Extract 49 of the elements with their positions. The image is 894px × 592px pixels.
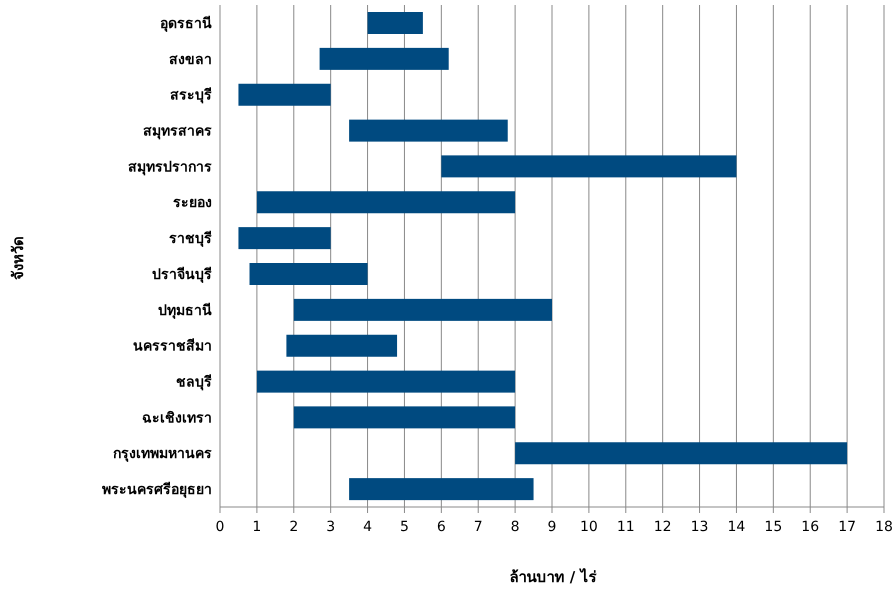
x-tick-label: 11 [616,518,635,535]
y-tick-label: กรุงเทพมหานคร [113,446,212,462]
x-tick-label: 8 [510,518,520,535]
x-tick-label: 2 [289,518,298,535]
x-tick-label: 12 [654,518,672,535]
x-tick-label: 14 [728,518,746,535]
y-tick-label: ระยอง [173,195,212,212]
y-tick-label: สมุทรปราการ [128,159,212,176]
x-tick-label: 17 [838,518,856,535]
x-tick-label: 13 [690,518,708,535]
bar [256,191,516,214]
bar [238,227,331,250]
bar [294,406,516,428]
y-tick-label: นครราชสีมา [133,338,212,355]
bar [349,120,508,142]
bar [349,478,534,500]
y-tick-label: ราชบุรี [169,231,212,248]
y-tick-label: สมุทรสาคร [143,123,212,140]
bar [515,442,848,464]
y-tick-label: อุดรธานี [160,16,212,32]
y-tick-label: สระบุรี [170,88,212,104]
bar [238,84,331,106]
y-tick-label: พระนครศรีอยุธยา [102,482,212,498]
x-tick-label: 18 [875,518,893,535]
y-tick-label: สงขลา [169,52,212,68]
bar [294,298,552,321]
x-tick-label: 4 [363,518,372,535]
x-tick-label: 1 [252,518,262,535]
x-tick-label: 0 [216,518,224,535]
bar [368,12,423,34]
x-tick-label: 10 [580,518,598,535]
bar [441,155,736,178]
y-tick-label: ชลบุรี [176,374,212,390]
x-tick-label: 6 [436,518,446,535]
bar [250,263,368,285]
y-axis-title: จังหวัด [8,236,28,280]
x-tick-label: 5 [400,518,409,535]
x-axis-title: ล้านบาท / ไร่ [508,567,598,588]
bar [256,370,516,393]
x-tick-label: 16 [801,518,820,535]
x-tick-label: 3 [326,518,336,535]
y-tick-label: ปทุมธานี [158,302,212,319]
bar [320,48,449,70]
x-tick-label: 9 [548,518,556,535]
bar [286,334,398,357]
x-tick-label: 15 [764,518,782,535]
y-tick-label: ฉะเชิงเทรา [142,410,212,426]
y-tick-label: ปราจีนบุรี [152,266,212,283]
x-tick-label: 7 [474,518,483,535]
